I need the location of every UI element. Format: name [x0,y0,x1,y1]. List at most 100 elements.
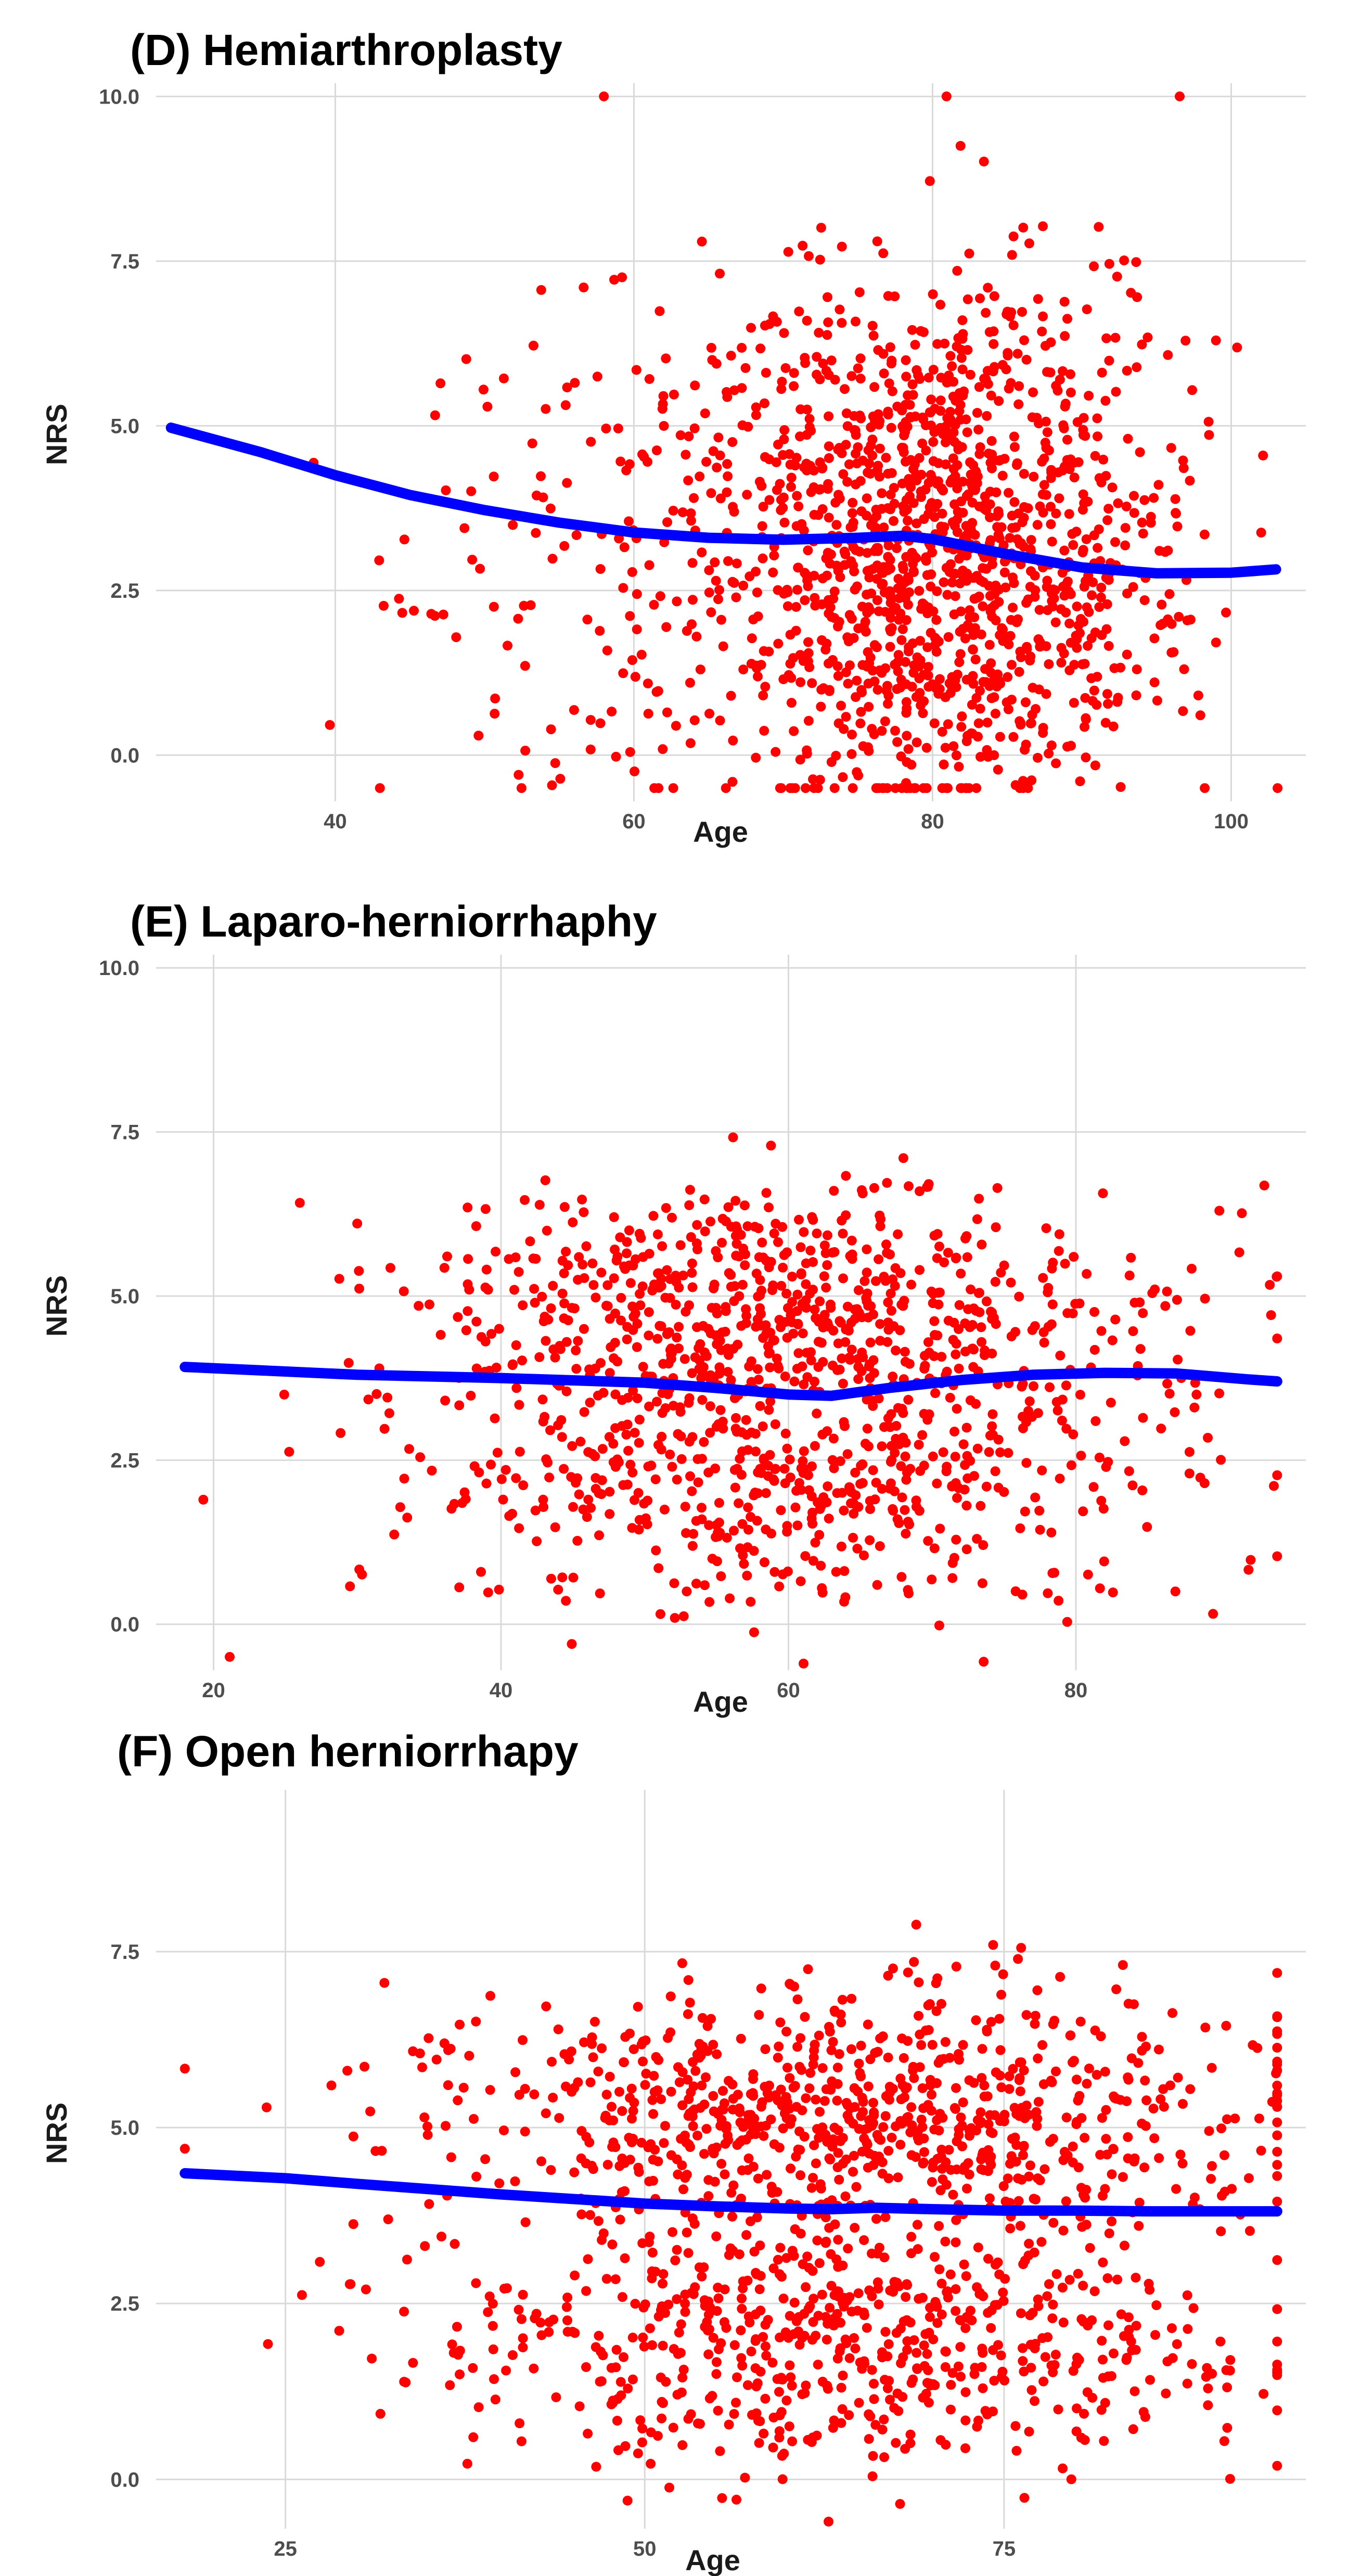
data-point [1149,677,1160,687]
data-point [1017,1381,1027,1392]
data-point [628,2044,639,2054]
smooth-trend-line [165,422,1281,579]
data-point [846,749,857,759]
data-point [679,1354,690,1364]
data-point [999,2110,1010,2120]
data-point [877,2169,888,2179]
data-point [986,693,997,703]
data-point [1030,2010,1041,2021]
data-point [704,1520,714,1530]
data-point [430,410,440,420]
data-point [792,2042,803,2052]
data-point [632,589,642,599]
data-point [576,2153,586,2163]
data-point [883,2146,894,2156]
data-point [490,2394,500,2405]
data-point [863,2019,873,2030]
data-point [694,2262,704,2273]
data-point [663,1389,673,1400]
data-point [450,2239,460,2249]
data-point [972,1214,982,1224]
data-point [715,715,725,726]
data-point [1215,2336,1226,2347]
data-point [632,1318,643,1329]
data-point [1090,2026,1100,2035]
data-point [949,2103,960,2113]
data-point [700,1580,710,1591]
data-point [852,1543,863,1554]
data-point [1054,1596,1064,1606]
data-point [1272,2196,1282,2207]
data-point [850,1304,860,1315]
data-point [806,1347,816,1357]
data-point [647,2340,657,2350]
data-point [513,613,523,624]
data-point [803,545,813,556]
data-point [536,2330,547,2340]
data-point [823,479,833,489]
data-point [863,2081,874,2092]
data-point [792,1520,803,1531]
data-point [984,1447,994,1457]
data-point [1187,1263,1197,1274]
data-point [685,1997,695,2008]
data-point [934,1287,945,1298]
data-point [940,2362,951,2372]
data-point [1217,2190,1227,2201]
data-point [1211,335,1221,345]
data-point [854,2058,864,2069]
data-point [877,488,887,498]
data-point [773,2254,783,2265]
data-point [906,2102,917,2112]
data-point [1272,2336,1282,2347]
data-point [711,1303,721,1313]
data-point [1089,2286,1100,2297]
data-point [746,323,756,333]
data-point [576,2126,587,2136]
data-point [909,2073,919,2083]
data-point [1139,595,1150,606]
data-point [1059,545,1070,556]
data-point [867,2121,877,2131]
data-point [825,2155,836,2165]
data-point [1166,443,1176,453]
data-point [630,766,639,777]
data-point [705,1401,715,1412]
data-point [779,517,790,528]
data-point [923,1536,933,1546]
data-point [936,521,946,532]
data-point [923,2398,934,2408]
data-point [742,490,752,500]
data-point [886,1409,896,1419]
data-point [985,535,996,545]
data-point [901,1438,911,1448]
data-point [513,770,524,780]
data-point [801,2093,811,2104]
data-point [583,1494,594,1505]
data-point [1208,1609,1218,1619]
data-point [469,2114,479,2124]
data-point [593,2216,604,2226]
data-point [772,1353,782,1364]
data-point [940,692,951,702]
data-point [1038,507,1048,518]
data-point [800,1551,811,1561]
data-point [680,2298,690,2309]
data-point [1047,536,1057,547]
data-point [1048,2299,1058,2310]
data-point [990,2300,1000,2310]
data-point [739,1559,749,1569]
data-point [646,1460,657,1471]
data-point [498,373,509,383]
data-point [895,1325,905,1336]
data-point [1167,2008,1177,2018]
data-point [879,2414,889,2425]
data-point [880,2327,891,2337]
data-point [837,1215,847,1226]
data-point [1172,2339,1182,2349]
data-point [778,1262,788,1273]
data-point [850,1314,860,1324]
data-point [1170,1586,1180,1597]
data-point [757,521,767,531]
data-point [911,737,922,748]
